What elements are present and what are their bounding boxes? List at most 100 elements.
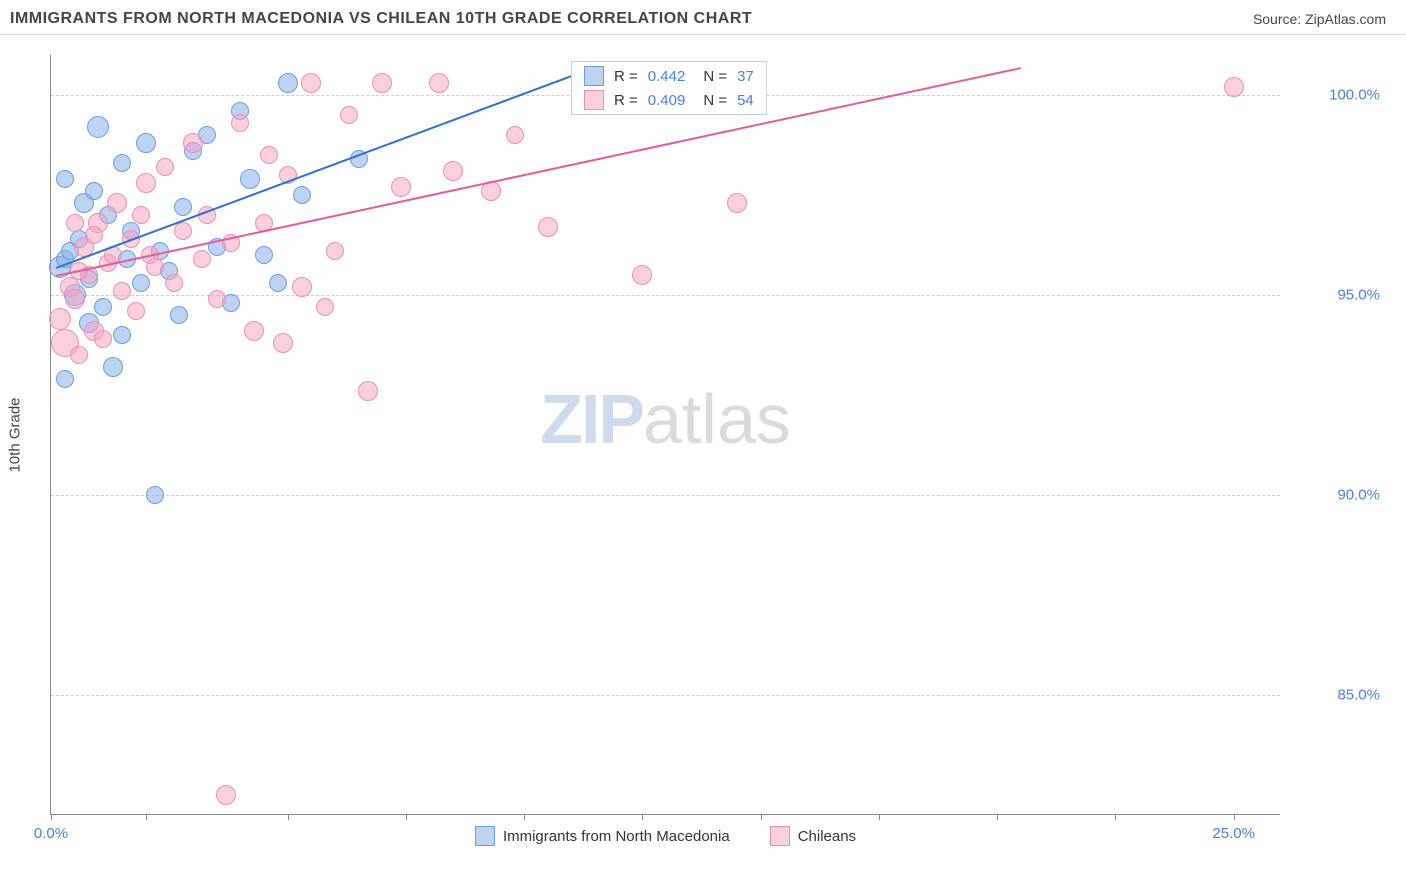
x-tick (51, 814, 52, 820)
scatter-point (49, 308, 71, 330)
legend-swatch (770, 826, 790, 846)
x-tick (288, 814, 289, 820)
x-tick (146, 814, 147, 820)
scatter-point (391, 177, 411, 197)
scatter-point (70, 346, 88, 364)
legend-row: R = 0.409 N = 54 (572, 88, 766, 112)
scatter-point (183, 133, 203, 153)
scatter-point (301, 73, 321, 93)
scatter-point (260, 146, 278, 164)
x-tick (524, 814, 525, 820)
legend-n-value: 37 (737, 68, 754, 85)
scatter-plot: ZIPatlas 85.0%90.0%95.0%100.0%0.0%25.0%R… (50, 55, 1280, 815)
scatter-point (292, 277, 312, 297)
scatter-point (146, 486, 164, 504)
trend-line (55, 75, 571, 269)
scatter-point (94, 298, 112, 316)
legend-swatch (584, 66, 604, 86)
scatter-point (244, 321, 264, 341)
scatter-point (103, 357, 123, 377)
scatter-point (216, 785, 236, 805)
scatter-point (107, 193, 127, 213)
watermark-light: atlas (643, 380, 791, 458)
scatter-point (66, 214, 84, 232)
legend-n-label: N = (703, 68, 727, 85)
scatter-point (340, 106, 358, 124)
scatter-point (255, 246, 273, 264)
y-tick-label: 90.0% (1290, 487, 1380, 504)
scatter-point (170, 306, 188, 324)
watermark-bold: ZIP (540, 380, 643, 458)
scatter-point (174, 198, 192, 216)
scatter-point (208, 290, 226, 308)
source-attribution: Source: ZipAtlas.com (1253, 11, 1386, 27)
x-tick (1234, 814, 1235, 820)
y-tick-label: 100.0% (1290, 87, 1380, 104)
x-tick (642, 814, 643, 820)
legend-swatch (584, 90, 604, 110)
scatter-point (85, 182, 103, 200)
scatter-point (632, 265, 652, 285)
correlation-legend: R = 0.442 N = 37 R = 0.409 N = 54 (571, 61, 767, 115)
scatter-point (113, 326, 131, 344)
trend-line (56, 67, 1021, 277)
y-tick-label: 85.0% (1290, 687, 1380, 704)
y-axis-label: 10th Grade (7, 397, 24, 472)
scatter-point (231, 114, 249, 132)
y-tick-label: 95.0% (1290, 287, 1380, 304)
scatter-point (132, 274, 150, 292)
series-legend-item: Chileans (770, 826, 856, 846)
watermark: ZIPatlas (540, 379, 791, 459)
legend-row: R = 0.442 N = 37 (572, 64, 766, 88)
scatter-point (174, 222, 192, 240)
scatter-point (240, 169, 260, 189)
series-legend-label: Immigrants from North Macedonia (503, 828, 730, 845)
scatter-point (94, 330, 112, 348)
scatter-point (727, 193, 747, 213)
legend-r-value: 0.442 (648, 68, 686, 85)
series-legend-label: Chileans (798, 828, 856, 845)
legend-n-value: 54 (737, 92, 754, 109)
legend-r-label: R = (614, 68, 638, 85)
legend-n-label: N = (703, 92, 727, 109)
x-tick (997, 814, 998, 820)
scatter-point (278, 73, 298, 93)
scatter-point (273, 333, 293, 353)
scatter-point (132, 206, 150, 224)
scatter-point (85, 226, 103, 244)
scatter-point (316, 298, 334, 316)
source-value: ZipAtlas.com (1305, 11, 1386, 27)
legend-r-value: 0.409 (648, 92, 686, 109)
scatter-point (165, 274, 183, 292)
chart-area: 10th Grade ZIPatlas 85.0%90.0%95.0%100.0… (50, 55, 1390, 815)
scatter-point (443, 161, 463, 181)
scatter-point (156, 158, 174, 176)
scatter-point (326, 242, 344, 260)
x-tick (879, 814, 880, 820)
series-legend-item: Immigrants from North Macedonia (475, 826, 730, 846)
scatter-point (127, 302, 145, 320)
scatter-point (56, 170, 74, 188)
series-legend: Immigrants from North Macedonia Chileans (51, 826, 1280, 846)
scatter-point (429, 73, 449, 93)
scatter-point (506, 126, 524, 144)
scatter-point (136, 173, 156, 193)
scatter-point (87, 116, 109, 138)
chart-title: IMMIGRANTS FROM NORTH MACEDONIA VS CHILE… (10, 10, 752, 28)
scatter-point (372, 73, 392, 93)
scatter-point (1224, 77, 1244, 97)
header: IMMIGRANTS FROM NORTH MACEDONIA VS CHILE… (0, 0, 1406, 35)
x-tick (406, 814, 407, 820)
scatter-point (65, 289, 85, 309)
scatter-point (113, 154, 131, 172)
scatter-point (56, 370, 74, 388)
source-label: Source: (1253, 11, 1305, 27)
legend-r-label: R = (614, 92, 638, 109)
gridline (51, 695, 1280, 696)
scatter-point (538, 217, 558, 237)
scatter-point (358, 381, 378, 401)
gridline (51, 495, 1280, 496)
legend-swatch (475, 826, 495, 846)
x-tick (1115, 814, 1116, 820)
x-tick (761, 814, 762, 820)
